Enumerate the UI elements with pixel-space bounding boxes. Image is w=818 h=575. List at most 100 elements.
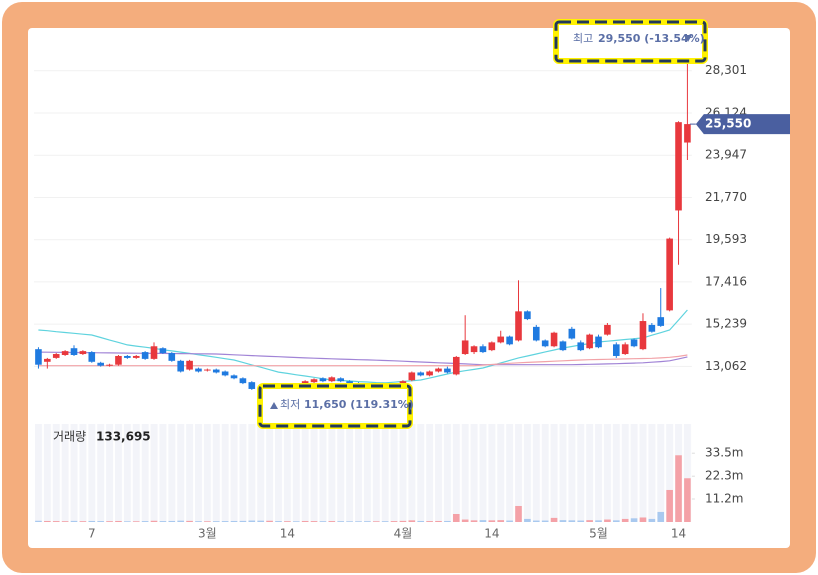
volume-bar bbox=[435, 520, 442, 522]
candle-body bbox=[550, 332, 558, 347]
volume-bar bbox=[586, 520, 593, 522]
current-price-tag bbox=[695, 114, 790, 135]
volume-bar bbox=[275, 521, 282, 522]
volume-bar bbox=[559, 520, 567, 522]
highlight-dash bbox=[258, 384, 412, 428]
low-text: 11,650 (119.31%) bbox=[304, 398, 414, 411]
x-tick-label: 4월 bbox=[394, 527, 413, 541]
x-tick-label: 14 bbox=[484, 527, 499, 541]
volume-bar bbox=[168, 520, 176, 522]
volume-bar bbox=[497, 520, 505, 522]
volume-bar bbox=[524, 518, 531, 522]
candle-body bbox=[621, 344, 629, 355]
volume-tick-label: 11.2m bbox=[705, 492, 743, 506]
candle-body bbox=[541, 340, 549, 347]
y-tick-label: 13,062 bbox=[705, 359, 747, 373]
y-tick-label: 21,770 bbox=[705, 190, 747, 204]
candle-body bbox=[488, 342, 496, 351]
candle-body bbox=[168, 353, 176, 361]
candle-body bbox=[132, 355, 140, 358]
candle-body bbox=[141, 352, 149, 359]
volume-bar bbox=[515, 505, 522, 522]
x-tick-label: 14 bbox=[671, 527, 686, 541]
x-tick-label: 7 bbox=[88, 527, 96, 541]
candle-body bbox=[648, 324, 656, 332]
x-tick-label: 3월 bbox=[198, 527, 217, 541]
volume-bar bbox=[257, 520, 264, 522]
candle-body bbox=[657, 317, 665, 326]
y-tick-label: 19,593 bbox=[705, 232, 747, 246]
volume-bar bbox=[337, 521, 345, 522]
candle-body bbox=[61, 351, 69, 355]
volume-bar bbox=[195, 521, 202, 522]
volume-bar bbox=[70, 520, 78, 522]
candle-body bbox=[479, 346, 487, 353]
candle-body bbox=[408, 372, 416, 381]
y-tick-label: 23,947 bbox=[705, 148, 747, 162]
volume-bar bbox=[604, 519, 611, 522]
candle-body bbox=[204, 369, 211, 371]
volume-bar bbox=[364, 521, 371, 522]
candle-body bbox=[106, 364, 113, 366]
low-annotation: 최저 11,650 (119.31%) bbox=[257, 383, 414, 429]
candle-body bbox=[435, 368, 442, 372]
candle-body bbox=[559, 341, 567, 351]
volume-bar bbox=[417, 520, 425, 522]
current-price-label: 25,550 bbox=[705, 117, 751, 131]
moving-average-line bbox=[38, 354, 688, 367]
candle-body bbox=[346, 381, 353, 384]
volume-bar bbox=[52, 521, 60, 522]
candle-body bbox=[452, 356, 460, 375]
volume-bar bbox=[35, 520, 42, 522]
candle-body bbox=[515, 311, 522, 341]
volume-bar bbox=[479, 520, 487, 522]
candle-body bbox=[604, 324, 611, 335]
volume-bar bbox=[541, 520, 549, 522]
volume-bar bbox=[106, 521, 113, 522]
candle-body bbox=[150, 346, 158, 359]
volume-bar bbox=[328, 521, 336, 522]
volume-bar bbox=[177, 520, 184, 522]
candle-body bbox=[506, 336, 513, 345]
volume-bar bbox=[346, 521, 353, 522]
volume-bar bbox=[204, 521, 211, 522]
volume-tick-label: 22.3m bbox=[705, 469, 743, 483]
volume-background bbox=[34, 424, 692, 522]
volume-bar bbox=[657, 511, 665, 522]
candle-body bbox=[595, 336, 602, 348]
candle-body bbox=[52, 354, 60, 358]
candle-body bbox=[124, 355, 131, 358]
candle-body bbox=[444, 368, 451, 373]
high-text: 29,550 (-13.54%) bbox=[598, 32, 705, 45]
candle-body bbox=[612, 344, 620, 356]
candle-body bbox=[586, 334, 593, 349]
candle-body bbox=[577, 342, 585, 351]
candle-body bbox=[426, 371, 433, 376]
volume-bar bbox=[408, 520, 416, 522]
x-tick-label: 5월 bbox=[589, 527, 608, 541]
y-tick-label: 28,301 bbox=[705, 63, 747, 77]
volume-bar bbox=[461, 519, 469, 522]
candle-body bbox=[186, 360, 193, 370]
volume-bar bbox=[301, 520, 309, 522]
candle-body bbox=[239, 378, 247, 384]
volume-bar bbox=[132, 521, 140, 522]
volume-bar bbox=[612, 520, 620, 522]
volume-bar bbox=[372, 521, 380, 522]
candle-body bbox=[248, 382, 256, 389]
volume-bar bbox=[115, 520, 122, 522]
y-tick-label: 17,416 bbox=[705, 274, 747, 288]
volume-bar bbox=[212, 521, 220, 522]
volume-bar bbox=[381, 521, 389, 522]
x-tick-label: 14 bbox=[280, 527, 295, 541]
candle-body bbox=[70, 348, 78, 355]
candle-body bbox=[497, 336, 505, 343]
volume-bar bbox=[426, 521, 433, 522]
volume-bar bbox=[577, 520, 585, 522]
volume-bar bbox=[141, 521, 149, 522]
volume-bar bbox=[79, 521, 87, 522]
volume-bar bbox=[239, 520, 247, 522]
volume-bar bbox=[488, 520, 496, 522]
volume-bar bbox=[292, 521, 300, 522]
